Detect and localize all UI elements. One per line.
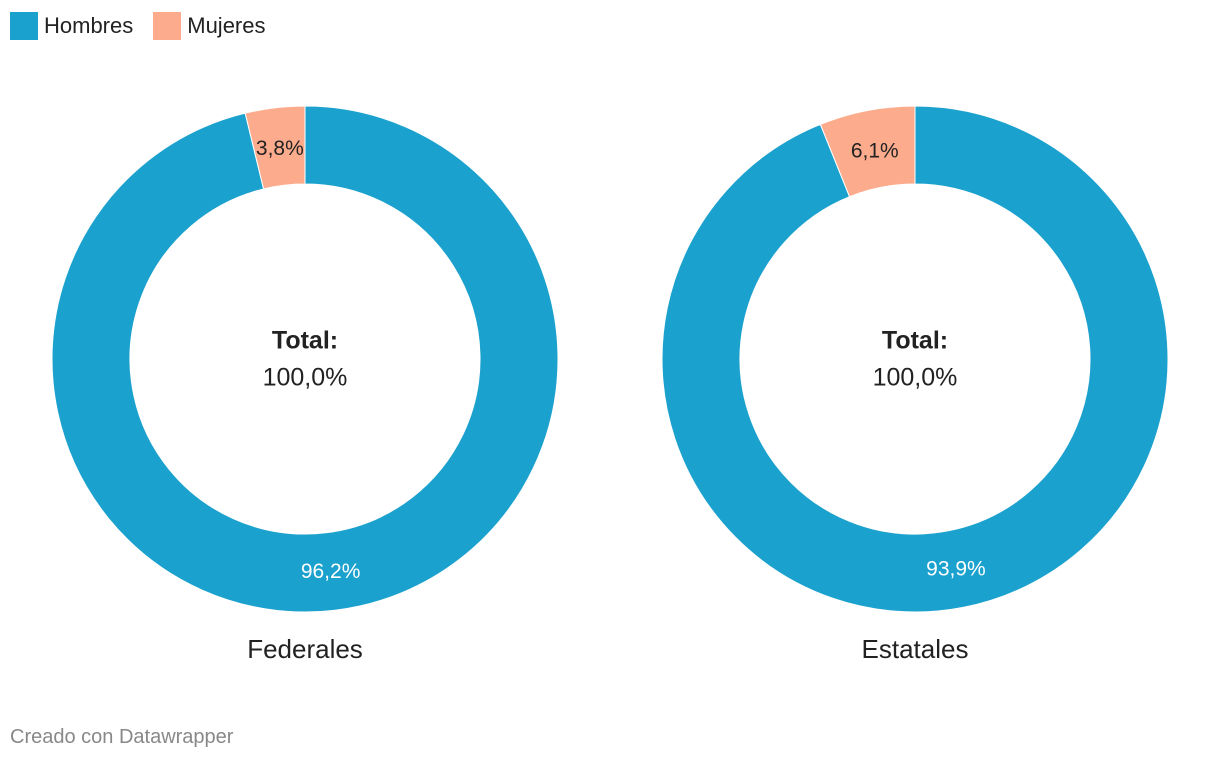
data-label-hombres: 93,9%: [926, 558, 986, 581]
donut-slice-hombres: [661, 105, 1169, 613]
donut-slice-mujeres: [819, 105, 916, 198]
legend-swatch-mujeres: [153, 12, 182, 40]
center-value: 100,0%: [873, 364, 958, 392]
center-value: 100,0%: [263, 364, 348, 392]
chart-title: Federales: [247, 634, 363, 664]
center-label: Total:: [272, 327, 338, 355]
donut-slice-hombres: [51, 105, 559, 613]
data-label-mujeres: 6,1%: [851, 139, 899, 162]
donut-slice-mujeres: [244, 105, 306, 190]
legend: Hombres Mujeres: [10, 12, 286, 40]
legend-item-hombres: Hombres: [10, 12, 133, 40]
data-label-hombres: 96,2%: [301, 560, 361, 583]
credit-text: Creado con Datawrapper: [10, 726, 234, 748]
data-label-mujeres: 3,8%: [256, 137, 304, 160]
chart-title: Estatales: [862, 634, 969, 664]
legend-label-mujeres: Mujeres: [187, 13, 266, 38]
legend-label-hombres: Hombres: [44, 13, 134, 38]
center-label: Total:: [882, 327, 948, 355]
donut-charts: 96,2% 3,8% Total: 100,0% Federales 93,9% 6,1% T…: [51, 105, 1169, 664]
legend-swatch-hombres: [10, 12, 38, 40]
legend-item-mujeres: Mujeres: [153, 12, 266, 40]
